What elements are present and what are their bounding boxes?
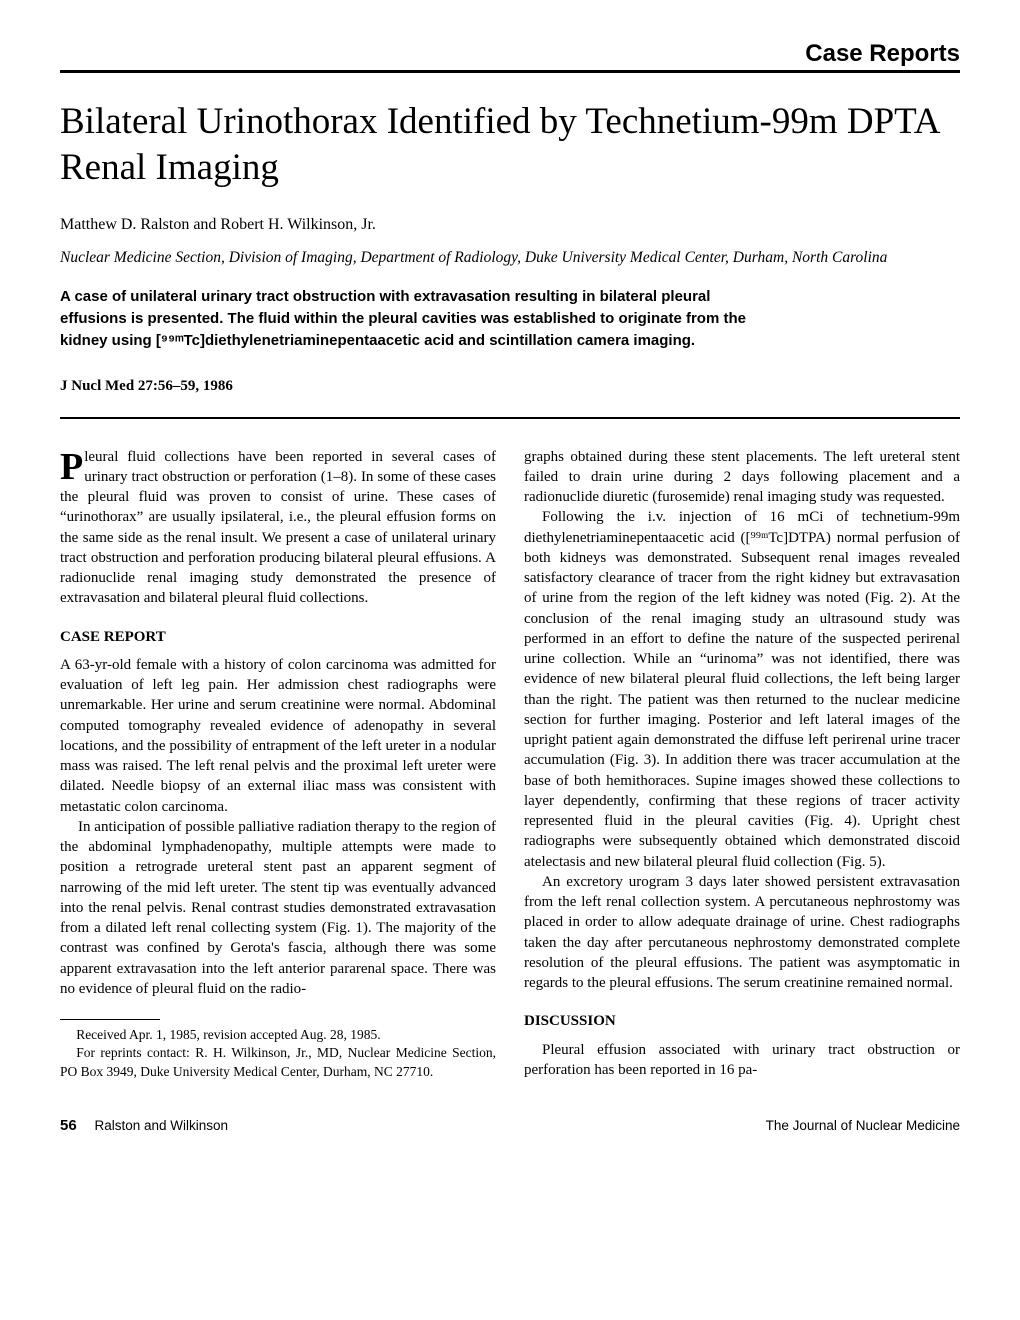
footnote-reprints: For reprints contact: R. H. Wilkinson, J… — [60, 1044, 496, 1080]
intro-paragraph: Pleural fluid collections have been repo… — [60, 447, 496, 609]
col2-p1: graphs obtained during these stent place… — [524, 447, 960, 508]
abstract: A case of unilateral urinary tract obstr… — [60, 286, 760, 351]
footnote-rule — [60, 1019, 160, 1020]
case-report-heading: CASE REPORT — [60, 627, 496, 647]
page-number: 56 — [60, 1117, 77, 1134]
body-columns: Pleural fluid collections have been repo… — [60, 447, 960, 1081]
col2-p3: An excretory urogram 3 days later showed… — [524, 872, 960, 994]
section-label: Case Reports — [60, 40, 960, 68]
footer-journal: The Journal of Nuclear Medicine — [766, 1118, 960, 1133]
article-title: Bilateral Urinothorax Identified by Tech… — [60, 99, 960, 192]
intro-text: leural fluid collections have been repor… — [60, 449, 496, 607]
discussion-heading: DISCUSSION — [524, 1011, 960, 1031]
footnote-block: Received Apr. 1, 1985, revision accepted… — [60, 1026, 496, 1081]
discussion-p1: Pleural effusion associated with urinary… — [524, 1040, 960, 1081]
case-p2: In anticipation of possible palliative r… — [60, 817, 496, 999]
affiliation: Nuclear Medicine Section, Division of Im… — [60, 248, 960, 269]
rule-top — [60, 70, 960, 73]
page-footer: 56 Ralston and Wilkinson The Journal of … — [60, 1117, 960, 1134]
footer-authors: Ralston and Wilkinson — [94, 1118, 228, 1133]
citation: J Nucl Med 27:56–59, 1986 — [60, 378, 960, 395]
col2-p2: Following the i.v. injection of 16 mCi o… — [524, 507, 960, 872]
rule-mid — [60, 417, 960, 419]
authors: Matthew D. Ralston and Robert H. Wilkins… — [60, 216, 960, 234]
case-p1: A 63-yr-old female with a history of col… — [60, 655, 496, 817]
footer-left: 56 Ralston and Wilkinson — [60, 1117, 228, 1134]
dropcap: P — [60, 447, 84, 483]
footnote-received: Received Apr. 1, 1985, revision accepted… — [60, 1026, 496, 1044]
